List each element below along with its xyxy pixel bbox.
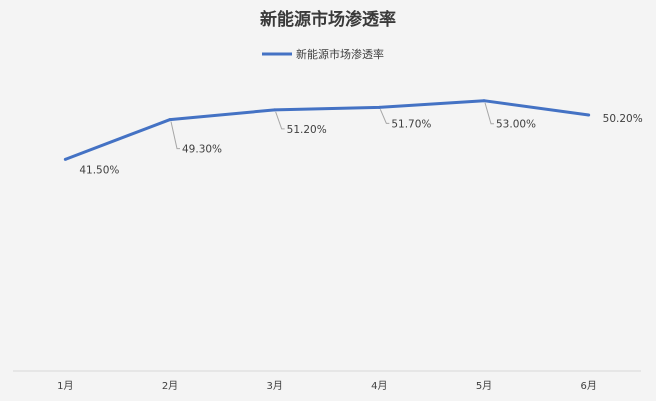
data-label: 50.20% bbox=[603, 113, 643, 125]
x-tick-label: 5月 bbox=[476, 380, 492, 392]
x-tick-label: 2月 bbox=[162, 380, 178, 392]
data-label: 51.20% bbox=[287, 124, 327, 136]
x-tick-label: 1月 bbox=[57, 380, 73, 392]
label-leader-line bbox=[275, 111, 285, 130]
x-tick-label: 4月 bbox=[371, 380, 387, 392]
data-point bbox=[273, 108, 277, 112]
x-tick-label: 6月 bbox=[580, 380, 596, 392]
x-axis-ticks: 1月 2月 3月 4月 5月 6月 bbox=[57, 380, 597, 392]
data-labels: 41.50% 49.30% 51.20% 51.70% 53.00% 50.20% bbox=[63, 99, 643, 176]
chart-title: 新能源市场渗透率 bbox=[260, 9, 396, 30]
label-leader-line bbox=[379, 109, 390, 124]
data-point bbox=[377, 105, 381, 109]
x-tick-label: 3月 bbox=[266, 380, 282, 392]
data-point bbox=[482, 99, 486, 103]
data-point bbox=[63, 157, 67, 161]
data-label: 41.50% bbox=[79, 164, 119, 176]
data-point bbox=[168, 118, 172, 122]
series-line bbox=[64, 99, 589, 161]
data-point bbox=[587, 113, 591, 117]
label-leader-line bbox=[170, 121, 180, 150]
data-label: 49.30% bbox=[182, 144, 222, 156]
data-label: 51.70% bbox=[391, 118, 431, 130]
legend: 新能源市场渗透率 bbox=[262, 47, 384, 61]
data-label: 53.00% bbox=[496, 119, 536, 131]
legend-label: 新能源市场渗透率 bbox=[296, 47, 384, 61]
label-leader-lines bbox=[170, 102, 494, 150]
label-leader-line bbox=[484, 102, 494, 125]
